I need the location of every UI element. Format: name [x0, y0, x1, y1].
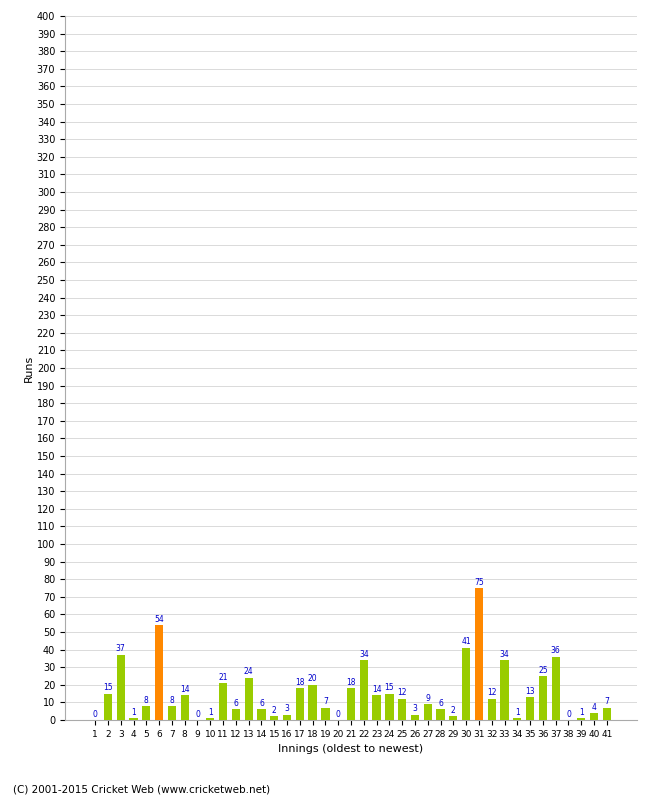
Text: 3: 3 [285, 704, 289, 714]
Text: 3: 3 [413, 704, 417, 714]
Bar [372, 695, 381, 720]
Bar [385, 694, 393, 720]
Text: 7: 7 [323, 698, 328, 706]
Bar [219, 683, 227, 720]
Text: 8: 8 [144, 695, 149, 705]
Text: 25: 25 [538, 666, 548, 674]
Text: 13: 13 [525, 686, 535, 696]
Bar [474, 588, 483, 720]
Text: 12: 12 [487, 689, 497, 698]
Text: 1: 1 [515, 708, 519, 717]
Text: 18: 18 [346, 678, 356, 687]
Bar [347, 688, 355, 720]
Text: 36: 36 [551, 646, 560, 655]
Bar [359, 660, 368, 720]
Bar [411, 714, 419, 720]
Bar [398, 699, 406, 720]
Bar [283, 714, 291, 720]
Bar [513, 718, 521, 720]
Bar [309, 685, 317, 720]
Bar [551, 657, 560, 720]
Text: 15: 15 [103, 683, 112, 692]
Y-axis label: Runs: Runs [24, 354, 34, 382]
Text: 6: 6 [259, 699, 264, 708]
Bar [104, 694, 112, 720]
Text: 37: 37 [116, 645, 125, 654]
Text: 7: 7 [604, 698, 609, 706]
Bar [577, 718, 586, 720]
Text: 15: 15 [385, 683, 394, 692]
Bar [488, 699, 496, 720]
Text: 9: 9 [425, 694, 430, 702]
Text: 6: 6 [438, 699, 443, 708]
Bar [436, 710, 445, 720]
Bar [462, 648, 471, 720]
Bar [270, 717, 278, 720]
Bar [206, 718, 215, 720]
Bar [244, 678, 253, 720]
Bar [155, 625, 163, 720]
Bar [257, 710, 266, 720]
Bar [539, 676, 547, 720]
Text: 1: 1 [131, 708, 136, 717]
Text: 0: 0 [336, 710, 341, 718]
Bar [449, 717, 458, 720]
Text: 2: 2 [451, 706, 456, 715]
X-axis label: Innings (oldest to newest): Innings (oldest to newest) [278, 744, 424, 754]
Text: 75: 75 [474, 578, 484, 586]
Text: 54: 54 [154, 614, 164, 623]
Text: 4: 4 [592, 702, 597, 711]
Text: 8: 8 [170, 695, 174, 705]
Bar [168, 706, 176, 720]
Bar [296, 688, 304, 720]
Text: 21: 21 [218, 673, 228, 682]
Bar [231, 710, 240, 720]
Bar [500, 660, 509, 720]
Text: 14: 14 [180, 685, 190, 694]
Text: (C) 2001-2015 Cricket Web (www.cricketweb.net): (C) 2001-2015 Cricket Web (www.cricketwe… [13, 784, 270, 794]
Text: 18: 18 [295, 678, 305, 687]
Text: 0: 0 [195, 710, 200, 718]
Text: 2: 2 [272, 706, 277, 715]
Text: 1: 1 [208, 708, 213, 717]
Bar [142, 706, 151, 720]
Text: 41: 41 [462, 638, 471, 646]
Text: 34: 34 [359, 650, 369, 658]
Text: 6: 6 [233, 699, 239, 708]
Bar [590, 713, 598, 720]
Text: 24: 24 [244, 667, 254, 676]
Bar [424, 704, 432, 720]
Text: 12: 12 [397, 689, 407, 698]
Bar [116, 655, 125, 720]
Text: 0: 0 [566, 710, 571, 718]
Text: 1: 1 [579, 708, 584, 717]
Text: 34: 34 [500, 650, 510, 658]
Bar [603, 708, 611, 720]
Text: 0: 0 [93, 710, 98, 718]
Bar [526, 697, 534, 720]
Bar [321, 708, 330, 720]
Bar [181, 695, 189, 720]
Text: 20: 20 [308, 674, 317, 683]
Bar [129, 718, 138, 720]
Text: 14: 14 [372, 685, 382, 694]
